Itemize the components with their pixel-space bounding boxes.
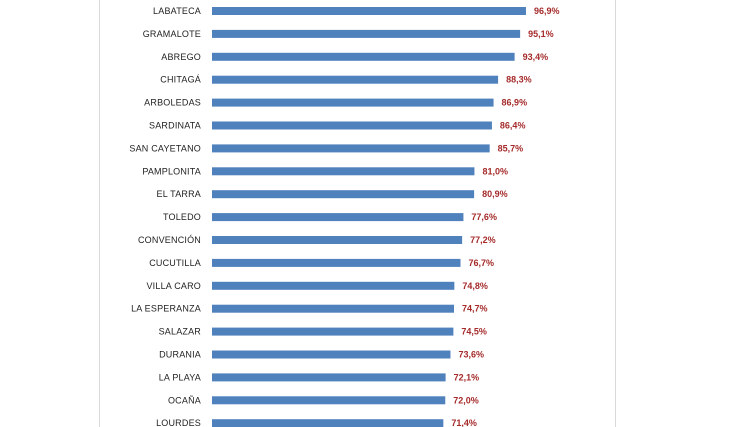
bar <box>212 75 499 84</box>
data-label: 93,4% <box>523 52 549 62</box>
category-axis-labels: LABATECA GRAMALOTE ABREGO CHITAGÁ ARBOLEDAS S… <box>129 6 201 427</box>
bar <box>212 373 446 382</box>
category-label: PAMPLONITA <box>142 166 201 176</box>
data-label: 85,7% <box>498 143 524 153</box>
data-label: 74,5% <box>461 327 487 337</box>
data-label: 71,4% <box>451 418 477 427</box>
data-label: 74,8% <box>462 281 488 291</box>
bar <box>212 258 461 267</box>
category-label: CUCUTILLA <box>149 258 201 268</box>
data-label: 80,9% <box>482 189 508 199</box>
bar <box>212 213 464 222</box>
bar <box>212 396 446 405</box>
bar <box>212 29 521 38</box>
data-label: 86,9% <box>502 98 528 108</box>
category-label: LA PLAYA <box>159 372 201 382</box>
category-label: GRAMALOTE <box>143 29 201 39</box>
bar <box>212 350 451 359</box>
category-label: CONVENCIÓN <box>138 235 201 245</box>
bar <box>212 167 475 176</box>
data-label: 88,3% <box>506 75 532 85</box>
bar <box>212 236 463 244</box>
category-label: LOURDES <box>156 418 201 427</box>
data-label: 95,1% <box>528 29 554 39</box>
bar <box>212 121 492 130</box>
data-label: 72,0% <box>453 395 479 405</box>
bar <box>212 281 455 290</box>
category-label: LABATECA <box>153 6 201 16</box>
category-label: DURANIA <box>159 350 201 360</box>
bar <box>212 190 475 199</box>
bar <box>212 304 455 313</box>
bar <box>212 419 444 427</box>
data-label: 72,1% <box>454 372 480 382</box>
category-label: TOLEDO <box>163 212 201 222</box>
bar <box>212 52 515 61</box>
data-label: 77,2% <box>470 235 496 245</box>
data-label: 86,4% <box>500 121 526 131</box>
category-label: VILLA CARO <box>146 281 201 291</box>
category-label: ABREGO <box>161 52 201 62</box>
category-label: EL TARRA <box>157 189 201 199</box>
category-label: SALAZAR <box>159 327 202 337</box>
data-label: 74,7% <box>462 304 488 314</box>
category-label: CHITAGÁ <box>160 75 201 85</box>
category-label: LA ESPERANZA <box>131 304 201 314</box>
bar <box>212 327 454 336</box>
bar <box>212 98 494 107</box>
bars <box>212 7 526 427</box>
data-label: 96,9% <box>534 6 560 16</box>
data-label: 77,6% <box>471 212 497 222</box>
data-label: 76,7% <box>469 258 495 268</box>
bar <box>212 144 490 153</box>
category-label: OCAÑA <box>168 395 201 405</box>
category-label: ARBOLEDAS <box>144 98 201 108</box>
value-labels: 96,9% 95,1% 93,4% 88,3% 86,9% 86,4% 85,7% 81,0%… <box>451 6 559 427</box>
category-label: SARDINATA <box>149 121 201 131</box>
category-label: SAN CAYETANO <box>129 143 201 153</box>
data-label: 73,6% <box>458 350 484 360</box>
data-label: 81,0% <box>482 166 508 176</box>
bar <box>212 7 526 15</box>
